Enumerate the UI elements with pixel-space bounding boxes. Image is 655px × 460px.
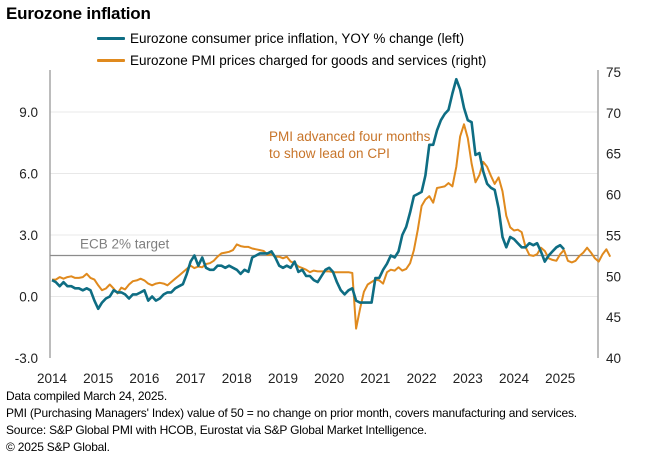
footnote-data-compiled: Data compiled March 24, 2025. xyxy=(6,389,167,403)
legend-label-cpi: Eurozone consumer price inflation, YOY %… xyxy=(130,31,465,46)
x-tick-label: 2022 xyxy=(407,371,437,386)
x-tick-label: 2023 xyxy=(453,371,483,386)
x-tick-label: 2014 xyxy=(37,371,68,386)
left-axis-ticks: -3.0 0.0 3.0 6.0 9.0 xyxy=(15,105,38,366)
gridlines xyxy=(50,111,598,297)
x-tick-label: 2017 xyxy=(176,371,206,386)
footnote-source: Source: S&P Global PMI with HCOB, Eurost… xyxy=(6,423,427,437)
chart-title: Eurozone inflation xyxy=(6,4,151,23)
x-tick-label: 2016 xyxy=(129,371,159,386)
annotation-line-1: PMI advanced four months xyxy=(269,129,431,144)
legend-swatch-cpi xyxy=(97,37,125,40)
left-tick-label: 0.0 xyxy=(19,289,38,304)
series-line-cpi xyxy=(51,77,565,311)
footnote-pmi-definition: PMI (Purchasing Managers' Index) value o… xyxy=(6,406,577,420)
legend-swatch-pmi xyxy=(97,59,125,62)
right-tick-label: 65 xyxy=(606,147,621,162)
x-tick-label: 2024 xyxy=(499,371,530,386)
axes xyxy=(49,70,599,358)
x-axis-ticks: 2014 2015 2016 2017 2018 2019 2020 2021 2022 2023… xyxy=(37,371,575,386)
legend-label-pmi: Eurozone PMI prices charged for goods an… xyxy=(130,53,487,68)
legend-item-cpi: Eurozone consumer price inflation, YOY %… xyxy=(97,31,464,46)
series-line-pmi xyxy=(52,123,612,330)
footnote-copyright: © 2025 S&P Global. xyxy=(6,440,110,454)
x-tick-label: 2015 xyxy=(83,371,113,386)
left-tick-label: 9.0 xyxy=(19,105,38,120)
x-tick-label: 2021 xyxy=(360,371,390,386)
right-tick-label: 75 xyxy=(606,65,621,80)
x-tick-label: 2019 xyxy=(268,371,298,386)
x-tick-label: 2018 xyxy=(222,371,252,386)
right-tick-label: 55 xyxy=(606,228,621,243)
right-tick-label: 70 xyxy=(606,106,621,121)
left-tick-label: 3.0 xyxy=(19,228,38,243)
ecb-target-label: ECB 2% target xyxy=(80,236,170,251)
left-tick-label: 6.0 xyxy=(19,166,38,181)
right-tick-label: 50 xyxy=(606,269,621,284)
annotation-line-2: to show lead on CPI xyxy=(269,146,390,161)
right-tick-label: 45 xyxy=(606,310,621,325)
legend-item-pmi: Eurozone PMI prices charged for goods an… xyxy=(97,53,486,68)
right-tick-label: 40 xyxy=(606,351,621,366)
left-tick-label: -3.0 xyxy=(15,351,38,366)
right-axis-ticks: 40 45 50 55 60 65 70 75 xyxy=(606,65,621,366)
x-tick-label: 2020 xyxy=(314,371,344,386)
right-tick-label: 60 xyxy=(606,188,621,203)
x-tick-label: 2025 xyxy=(545,371,575,386)
